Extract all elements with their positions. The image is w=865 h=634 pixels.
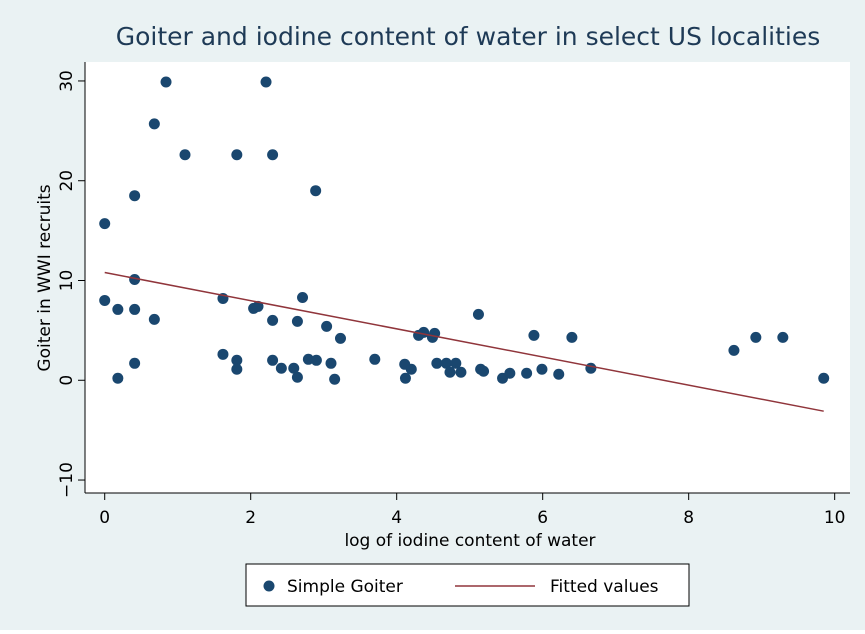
point — [267, 354, 279, 366]
point — [310, 354, 322, 366]
point — [297, 291, 309, 303]
point — [818, 372, 830, 384]
point — [329, 373, 341, 385]
point — [99, 218, 111, 230]
point — [566, 331, 578, 343]
point — [431, 357, 443, 369]
point — [455, 366, 467, 378]
point — [728, 344, 740, 356]
point — [148, 313, 160, 325]
y-tick-label: 0 — [57, 375, 77, 386]
x-axis-label: log of iodine content of water — [344, 531, 595, 551]
point — [472, 308, 484, 320]
legend-label: Simple Goiter — [287, 577, 403, 597]
point — [321, 320, 333, 332]
point — [260, 76, 272, 88]
point — [148, 118, 160, 130]
legend-box — [245, 563, 690, 607]
point — [440, 357, 452, 369]
y-tick-label: −10 — [57, 462, 77, 498]
point — [160, 76, 172, 88]
fitted-line — [104, 271, 824, 412]
point — [750, 331, 762, 343]
point — [369, 353, 381, 365]
point — [444, 366, 456, 378]
point — [112, 372, 124, 384]
x-tick-label: 4 — [391, 508, 402, 528]
point — [267, 149, 279, 161]
point — [291, 315, 303, 327]
x-tick-label: 2 — [245, 508, 256, 528]
point — [325, 357, 337, 369]
point — [129, 357, 141, 369]
legend-label: Fitted values — [550, 577, 659, 597]
point — [302, 353, 314, 365]
x-tick-label: 0 — [99, 508, 110, 528]
point — [585, 362, 597, 374]
point — [521, 367, 533, 379]
point — [504, 367, 516, 379]
point — [112, 303, 124, 315]
point — [252, 300, 264, 312]
point — [536, 363, 548, 375]
point — [179, 149, 191, 161]
point — [405, 363, 417, 375]
point — [478, 365, 490, 377]
point — [777, 331, 789, 343]
point — [334, 332, 346, 344]
chart-title: Goiter and iodine content of water in se… — [116, 22, 821, 51]
legend-swatch — [263, 580, 275, 592]
point — [231, 354, 243, 366]
plot-region — [85, 62, 850, 493]
x-tick-label: 6 — [537, 508, 548, 528]
point — [217, 348, 229, 360]
point — [288, 362, 300, 374]
x-tick-label: 8 — [683, 508, 694, 528]
point — [231, 149, 243, 161]
point — [129, 190, 141, 202]
point — [553, 368, 565, 380]
point — [528, 329, 540, 341]
point — [129, 273, 141, 285]
y-tick-label: 30 — [57, 70, 77, 92]
point — [275, 362, 287, 374]
point — [267, 314, 279, 326]
y-tick-label: 10 — [57, 270, 77, 292]
x-tick-label: 10 — [824, 508, 846, 528]
point — [291, 371, 303, 383]
point — [399, 372, 411, 384]
point — [99, 294, 111, 306]
point — [129, 303, 141, 315]
y-axis-label: Goiter in WWI recruits — [35, 184, 55, 371]
point — [450, 357, 462, 369]
point — [231, 363, 243, 375]
point — [310, 185, 322, 197]
y-tick-label: 20 — [57, 170, 77, 192]
